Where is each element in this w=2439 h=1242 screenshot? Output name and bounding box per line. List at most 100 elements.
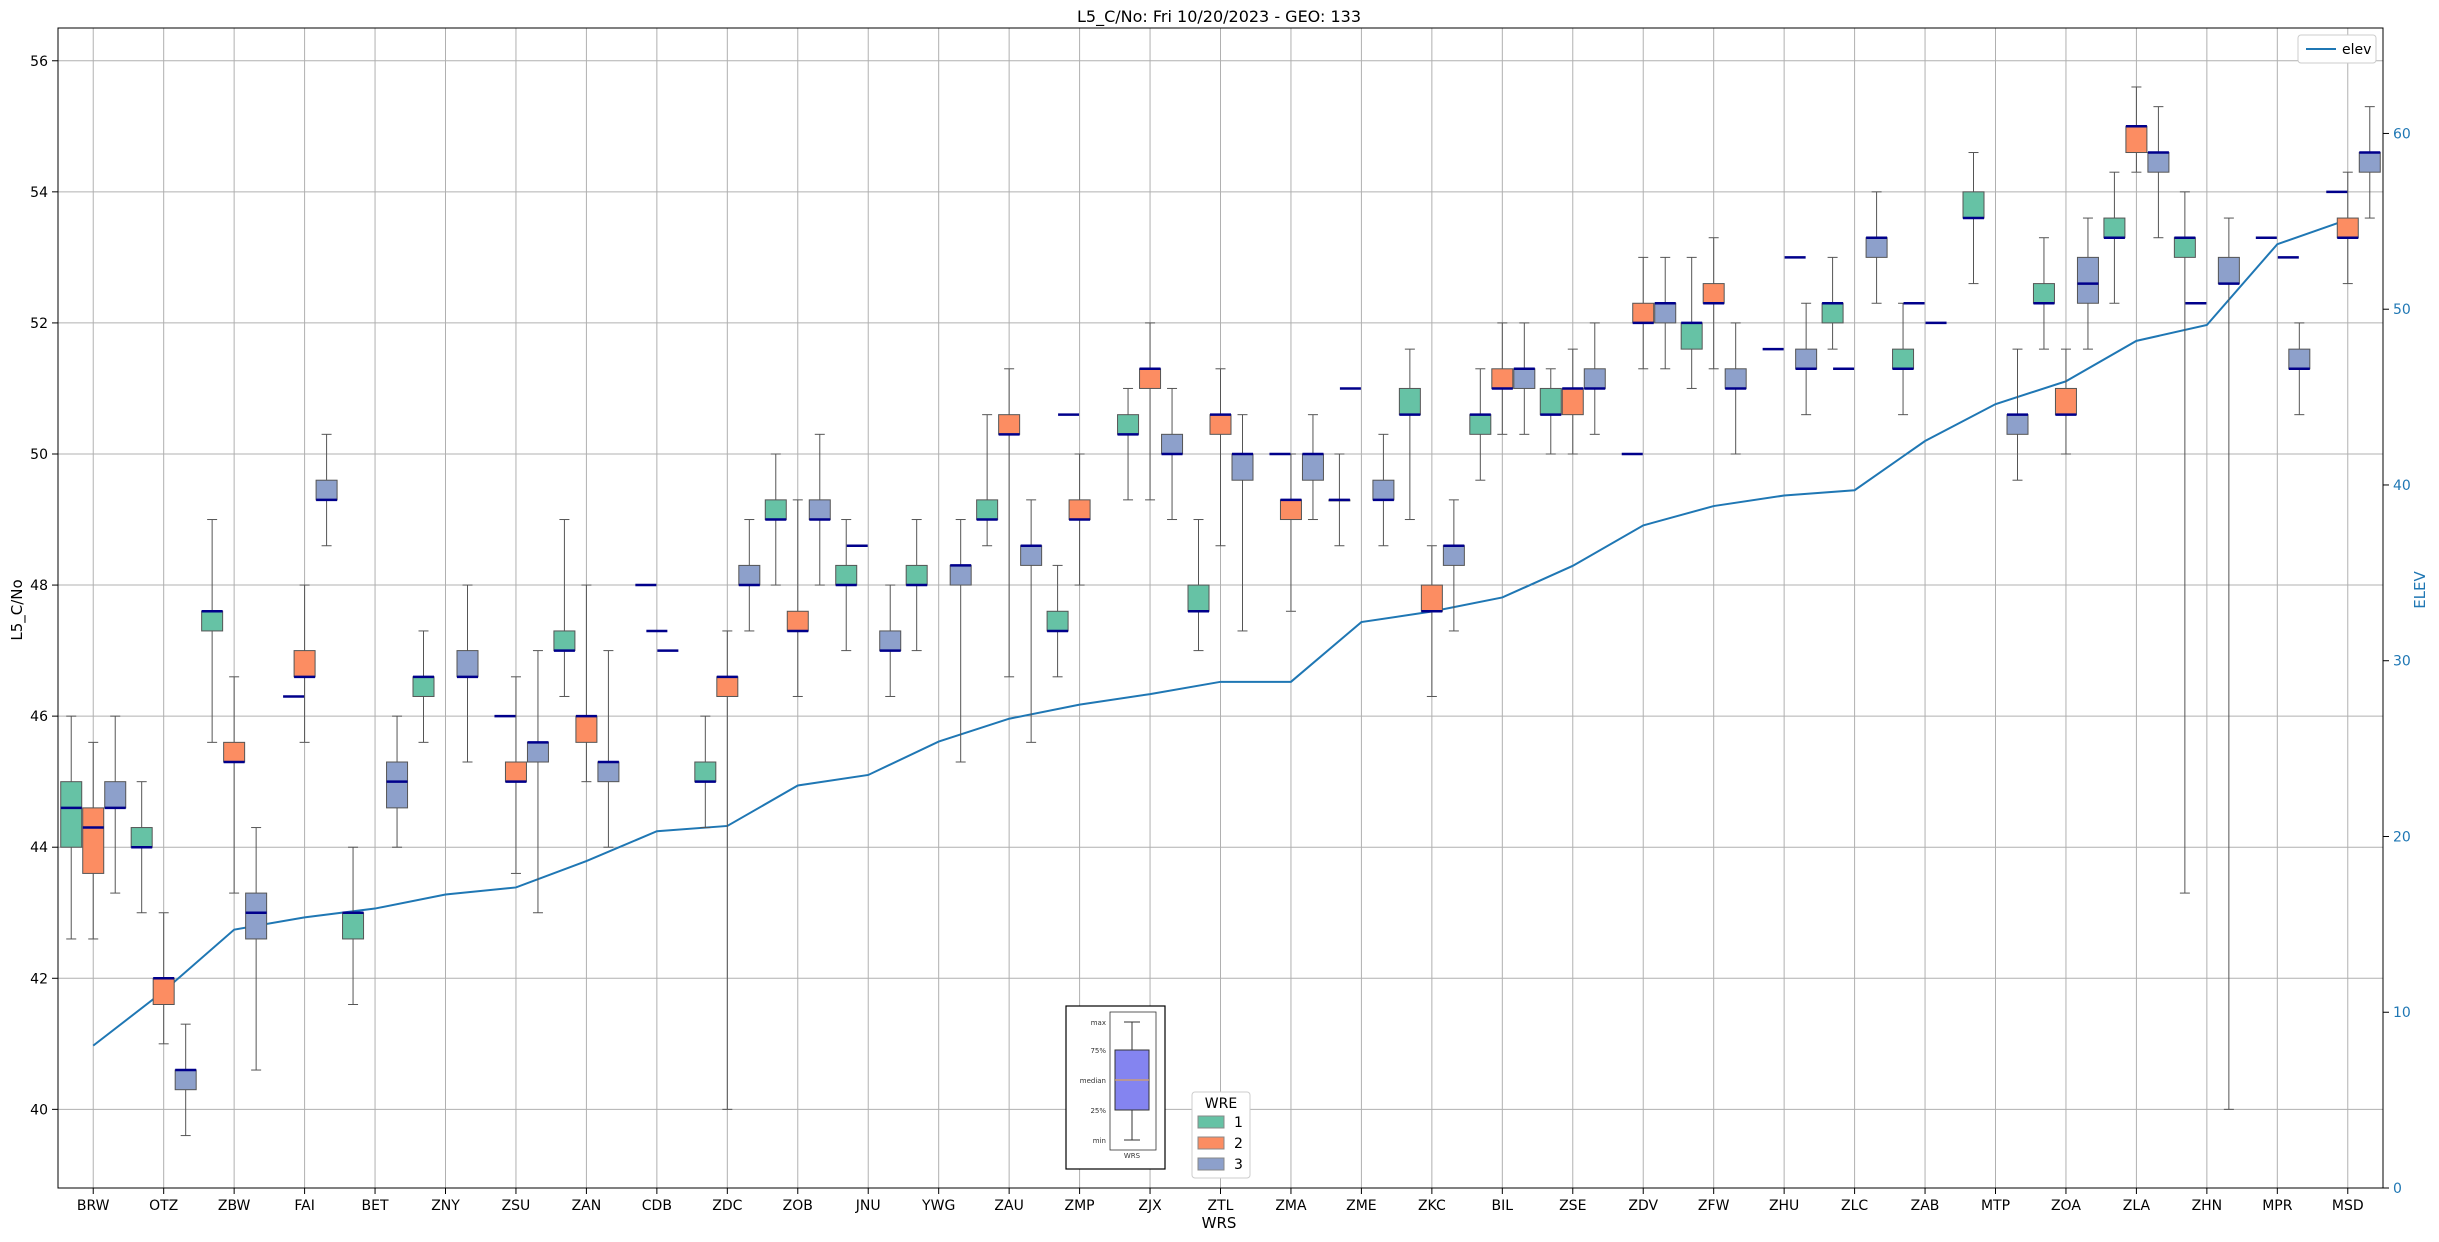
y2-tick-label: 20 [2393,829,2411,845]
box-ztl-wre2 [1209,368,1232,547]
grid-lines [58,28,2383,1188]
x-tick-label-mpr: MPR [2262,1198,2293,1214]
iqr-box [1702,283,1725,304]
iqr-box [1892,348,1915,370]
iqr-box [2336,217,2359,239]
x-tick-label-zdv: ZDV [1628,1198,1658,1214]
elev-line [92,218,2349,1047]
box-zma-wre2 [1279,453,1302,612]
iqr-box [1209,414,1232,435]
iqr-box [905,564,928,586]
iqr-box [2032,283,2055,304]
x-tick-label-zob: ZOB [783,1198,813,1214]
iqr-box [835,564,858,586]
x-axis-label: WRS [1202,1214,1237,1232]
y2-tick-label: 40 [2393,478,2411,494]
iqr-box [2076,256,2099,304]
iqr-box [2125,125,2148,154]
iqr-box [2147,152,2170,173]
iqr-box [808,499,831,521]
iqr-box [1161,433,1184,455]
x-tick-label-msd: MSD [2332,1198,2364,1214]
box-zse-wre2 [1561,348,1584,455]
box-zan-wre1 [553,519,576,697]
y2-axis-label: ELEV [2411,570,2429,608]
iqr-box [1865,237,1888,258]
x-tick-label-zhn: ZHN [2192,1198,2223,1214]
iqr-box [1962,191,1985,219]
box-ztl-wre1 [1187,519,1210,652]
box-zsu-wre3 [526,650,549,914]
iqr-box [1821,302,1844,324]
iqr-box [1513,368,1536,389]
box-ywg-wre1 [905,519,928,652]
box-zab-wre1 [1892,302,1915,416]
box-zhn-wre1 [2173,191,2196,894]
iqr-box [1139,368,1162,389]
y-tick-label: 54 [30,185,48,201]
iqr-box [60,781,83,848]
elev-legend-frame [2297,34,2377,64]
iqr-box [174,1069,197,1091]
key-label-1: 75% [1090,1047,1106,1055]
y-tick-label: 42 [30,971,48,987]
iqr-box [1632,302,1655,324]
iqr-box [2054,387,2077,416]
x-tick-label-cdb: CDB [642,1198,672,1214]
box-bil-wre1 [1469,368,1492,481]
iqr-box [976,499,999,521]
iqr-box [315,479,338,501]
x-tick-label-zla: ZLA [2123,1198,2151,1214]
x-tick-label-zbw: ZBW [218,1198,251,1214]
box-zhn-wre3 [2217,217,2240,1110]
iqr-box [2288,348,2311,370]
box-zoa-wre3 [2076,217,2099,350]
iqr-box [879,630,902,652]
x-tick-label-zfw: ZFW [1698,1198,1730,1214]
iqr-box [1231,453,1254,481]
box-brw-wre2 [82,741,105,940]
iqr-box [152,977,175,1005]
box-zse-wre3 [1583,322,1606,435]
iqr-box [716,676,739,697]
iqr-box [504,761,527,783]
wre-legend-title: WRE [1205,1096,1237,1112]
key-label-0: max [1091,1019,1106,1027]
box-zme-wre3 [1372,433,1395,547]
iqr-box [1469,414,1492,435]
x-tick-label-ywg: YWG [921,1198,955,1214]
key-label-2: median [1080,1077,1106,1085]
wre-legend-label-3: 3 [1234,1157,1243,1173]
box-zme-wre1 [1328,453,1351,547]
key-label-4: min [1093,1137,1106,1145]
box-zmp-wre1 [1046,564,1069,678]
box-fai-wre2 [293,584,316,743]
x-tick-label-zse: ZSE [1559,1198,1586,1214]
box-ywg-wre3 [949,519,972,763]
box-zjx-wre2 [1139,322,1162,501]
box-zoa-wre2 [2054,348,2077,455]
box-zkc-wre2 [1420,545,1443,697]
box-zob-wre1 [764,453,787,586]
box-zse-wre1 [1539,368,1562,455]
iqr-box [597,761,620,783]
box-zdv-wre2 [1632,256,1655,370]
x-tick-label-mtp: MTP [1981,1198,2010,1214]
box-otz-wre2 [152,912,175,1045]
box-zdv-wre3 [1654,256,1677,370]
box-zdc-wre2 [716,630,739,1110]
box-jnu-wre3 [879,584,902,697]
elev-series [92,218,2349,1047]
iqr-box [1539,387,1562,416]
box-otz-wre3 [174,1023,197,1137]
key-xlabel: WRS [1124,1152,1141,1160]
box-zsu-wre2 [504,676,527,874]
box-mtp-wre3 [2006,348,2029,481]
box-zla-wre2 [2125,86,2148,173]
box-zlc-wre1 [1821,256,1844,350]
x-tick-label-zhu: ZHU [1769,1198,1799,1214]
box-mtp-wre1 [1962,152,1985,285]
box-zhu-wre3 [1795,302,1818,416]
